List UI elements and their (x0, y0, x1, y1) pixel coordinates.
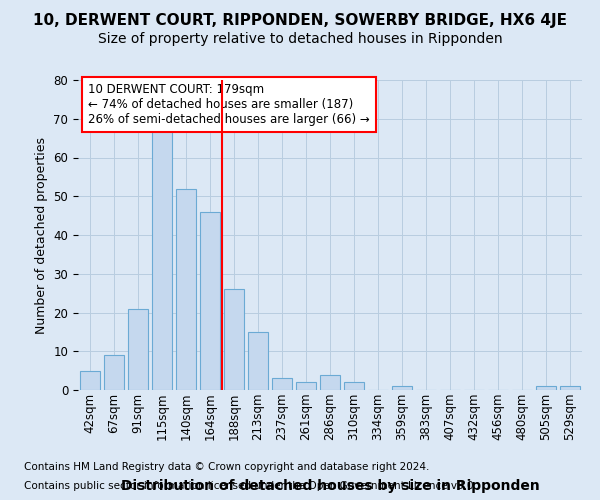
Bar (248, 332, 268, 390)
Bar (320, 374, 340, 390)
Text: Contains HM Land Registry data © Crown copyright and database right 2024.: Contains HM Land Registry data © Crown c… (24, 462, 430, 472)
Y-axis label: Number of detached properties: Number of detached properties (35, 136, 48, 334)
Bar (80, 370, 100, 390)
Bar (296, 382, 316, 390)
Bar (128, 308, 148, 390)
X-axis label: Distribution of detached houses by size in Ripponden: Distribution of detached houses by size … (121, 480, 539, 494)
Bar (104, 355, 124, 390)
Text: 10, DERWENT COURT, RIPPONDEN, SOWERBY BRIDGE, HX6 4JE: 10, DERWENT COURT, RIPPONDEN, SOWERBY BR… (33, 12, 567, 28)
Bar (200, 212, 220, 390)
Bar (176, 188, 196, 390)
Text: Contains public sector information licensed under the Open Government Licence v3: Contains public sector information licen… (24, 481, 477, 491)
Text: 10 DERWENT COURT: 179sqm
← 74% of detached houses are smaller (187)
26% of semi-: 10 DERWENT COURT: 179sqm ← 74% of detach… (88, 83, 370, 126)
Bar (152, 130, 172, 390)
Bar (224, 289, 244, 390)
Bar (560, 386, 580, 390)
Text: Size of property relative to detached houses in Ripponden: Size of property relative to detached ho… (98, 32, 502, 46)
Bar (344, 382, 364, 390)
Bar (392, 386, 412, 390)
Bar (272, 378, 292, 390)
Bar (536, 386, 556, 390)
